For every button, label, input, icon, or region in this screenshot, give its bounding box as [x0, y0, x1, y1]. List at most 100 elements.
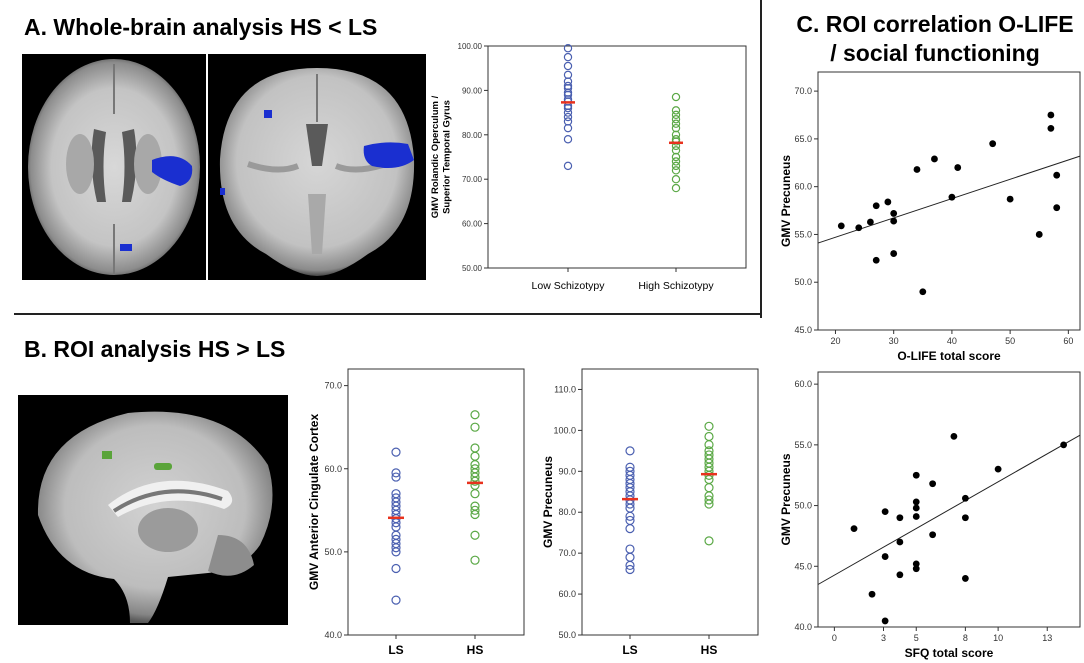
- data-point: [671, 183, 681, 193]
- data-point: [704, 440, 714, 450]
- data-point: [563, 61, 573, 71]
- y-tick-label: 70.0: [324, 381, 342, 391]
- chart-b-precuneus-dotplot: 50.0 60.0 70.0 80.0 90.0 100.0 110.0 GMV Precun…: [541, 368, 759, 657]
- data-point: [470, 505, 480, 515]
- y-tick-label: 65.0: [794, 134, 812, 144]
- data-point: [948, 193, 956, 201]
- data-point: [671, 166, 681, 175]
- data-point: [704, 499, 714, 509]
- chart-b-acc-dotplot: 40.0 50.0 60.0 70.0 GMV Anterior Cingulate C…: [307, 368, 525, 657]
- data-point: [470, 509, 480, 520]
- y-tick-label: 40.0: [794, 622, 812, 632]
- data-point: [563, 52, 573, 62]
- category-label: High Schizotypy: [638, 280, 714, 292]
- plot-frame: [817, 371, 1081, 628]
- y-axis-label: GMV Precuneus: [779, 453, 793, 545]
- data-point: [855, 224, 863, 232]
- panel-b-title: B. ROI analysis HS > LS: [24, 336, 286, 362]
- y-tick-label: 50.0: [794, 277, 812, 287]
- data-point: [671, 115, 681, 124]
- data-point: [671, 119, 681, 128]
- y-tick-label: 40.0: [324, 630, 342, 640]
- panel-c-title-line2: / social functioning: [830, 40, 1040, 66]
- y-tick-label: 55.0: [794, 440, 812, 450]
- data-point: [994, 465, 1002, 473]
- data-point: [872, 202, 880, 210]
- data-point: [919, 288, 927, 296]
- data-point: [563, 123, 573, 133]
- y-axis-label: GMV Rolandic Operculum /Superior Tempora…: [430, 95, 452, 218]
- data-point: [872, 256, 880, 264]
- x-axis-label: O-LIFE total score: [897, 349, 1001, 363]
- data-point: [912, 504, 920, 512]
- data-point: [881, 553, 889, 560]
- data-point: [563, 108, 573, 117]
- data-point: [671, 110, 681, 120]
- coronal-brain-image: [208, 54, 426, 280]
- data-point: [881, 508, 889, 516]
- data-point: [563, 135, 573, 144]
- y-tick-label: 80.0: [558, 507, 576, 517]
- data-point: [881, 617, 889, 625]
- data-point: [625, 560, 635, 571]
- y-tick-label: 70.0: [794, 86, 812, 96]
- y-axis-label: GMV Precuneus: [779, 155, 793, 247]
- data-point: [470, 476, 480, 486]
- data-point: [931, 155, 938, 163]
- data-point: [391, 468, 401, 478]
- axial-brain-image: [22, 54, 206, 280]
- y-tick-label: 50.0: [794, 501, 812, 511]
- y-tick-label: 60.00: [462, 220, 483, 229]
- data-point: [961, 494, 969, 502]
- panel-a-title: A. Whole-brain analysis HS < LS: [24, 14, 378, 40]
- data-point: [912, 471, 920, 479]
- data-point: [961, 514, 969, 522]
- y-tick-label: 110.0: [554, 384, 576, 394]
- y-tick-label: 70.0: [558, 548, 576, 558]
- category-label: HS: [701, 643, 718, 657]
- y-tick-label: 60.0: [794, 379, 812, 389]
- x-tick-label: 13: [1042, 633, 1052, 643]
- data-point: [391, 447, 401, 457]
- data-point: [671, 152, 681, 162]
- data-point: [1047, 124, 1055, 132]
- data-point: [884, 198, 892, 206]
- blue-cluster: [152, 156, 193, 186]
- y-tick-label: 50.0: [324, 547, 342, 557]
- data-point: [912, 498, 920, 506]
- data-point: [470, 489, 480, 499]
- data-point: [625, 524, 635, 534]
- chart-c-sfq-scatter: 40.0 45.0 50.0 55.0 60.0 0 3 5 8 10 13 SFQ total sc…: [779, 371, 1081, 660]
- data-point: [391, 543, 401, 553]
- y-tick-label: 60.0: [324, 464, 342, 474]
- x-tick-label: 30: [889, 336, 899, 346]
- x-tick-label: 5: [914, 633, 919, 643]
- data-point: [896, 514, 904, 522]
- data-point: [890, 210, 898, 217]
- data-point: [896, 538, 904, 546]
- panel-a-border-right: [760, 0, 762, 318]
- plot-frame: [817, 71, 1081, 331]
- sagittal-brain-image: [18, 395, 288, 625]
- y-tick-label: 45.0: [794, 325, 812, 335]
- data-point: [625, 511, 635, 521]
- x-tick-label: 60: [1063, 336, 1073, 346]
- data-point: [391, 547, 401, 557]
- data-point: [704, 536, 714, 546]
- data-point: [391, 563, 401, 574]
- data-point: [912, 560, 920, 568]
- data-point: [563, 112, 573, 122]
- data-point: [671, 92, 681, 102]
- data-point: [850, 525, 858, 533]
- data-point: [912, 513, 920, 520]
- data-point: [391, 472, 401, 482]
- y-tick-label: 90.00: [462, 86, 483, 95]
- data-point: [896, 571, 904, 579]
- data-point: [704, 495, 714, 505]
- data-point: [950, 432, 958, 440]
- data-point: [563, 103, 573, 113]
- data-point: [625, 564, 635, 575]
- data-point: [671, 157, 681, 166]
- green-cluster-acc: [154, 463, 172, 470]
- data-point: [563, 44, 573, 53]
